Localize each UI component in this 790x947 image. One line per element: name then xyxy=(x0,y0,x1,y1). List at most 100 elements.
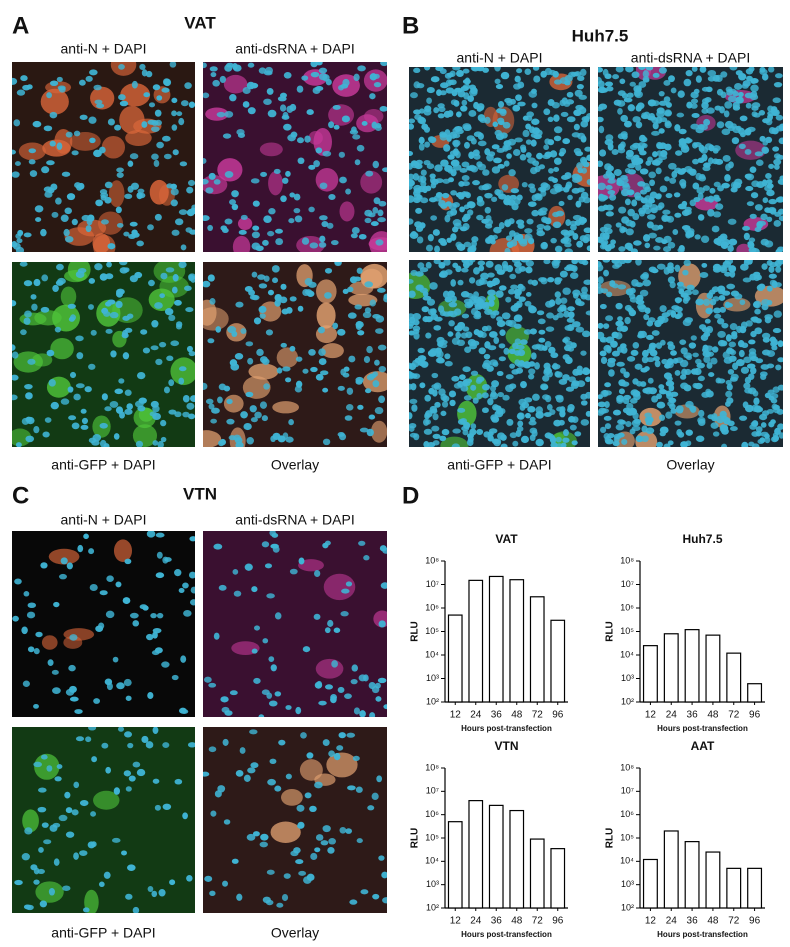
nucleus xyxy=(727,95,737,103)
nucleus xyxy=(562,337,569,344)
nucleus xyxy=(430,308,437,315)
nucleus xyxy=(571,187,581,194)
nucleus xyxy=(170,340,180,347)
nucleus xyxy=(653,245,661,251)
nucleus xyxy=(603,269,609,277)
nucleus xyxy=(85,225,92,233)
nucleus xyxy=(520,146,527,153)
nucleus xyxy=(510,284,519,290)
nucleus xyxy=(310,71,320,78)
nucleus xyxy=(460,105,468,112)
nucleus xyxy=(676,112,685,118)
nucleus xyxy=(325,78,332,86)
nucleus xyxy=(674,370,681,376)
nucleus xyxy=(566,317,575,323)
nucleus xyxy=(580,217,587,224)
nucleus xyxy=(89,583,98,592)
nucleus xyxy=(695,172,702,181)
nucleus xyxy=(145,70,153,78)
y-tick-label: 10² xyxy=(621,696,634,706)
nucleus xyxy=(531,209,539,217)
nucleus xyxy=(719,233,728,241)
stained-cell xyxy=(316,302,336,329)
nucleus xyxy=(494,78,501,85)
nucleus xyxy=(605,184,613,190)
nucleus xyxy=(598,125,605,134)
nucleus xyxy=(538,277,547,283)
nucleus xyxy=(553,166,560,173)
panel-letter: A xyxy=(12,12,29,39)
nucleus xyxy=(377,209,384,217)
nucleus xyxy=(773,158,782,166)
nucleus xyxy=(578,106,587,115)
nucleus xyxy=(566,91,574,98)
nucleus xyxy=(746,201,755,207)
nucleus xyxy=(460,290,470,298)
nucleus xyxy=(432,440,440,446)
nucleus xyxy=(540,70,548,78)
nucleus xyxy=(274,785,282,792)
nucleus xyxy=(765,118,773,126)
nucleus xyxy=(664,120,671,127)
nucleus xyxy=(726,283,736,290)
nucleus xyxy=(63,228,70,237)
nucleus xyxy=(229,690,238,696)
nucleus xyxy=(632,412,639,420)
nucleus xyxy=(306,109,314,116)
nucleus xyxy=(659,305,667,313)
nucleus xyxy=(156,141,164,149)
nucleus xyxy=(129,221,138,227)
nucleus xyxy=(750,330,757,338)
nucleus xyxy=(33,278,41,287)
nucleus xyxy=(766,207,773,213)
nucleus xyxy=(543,144,550,151)
nucleus xyxy=(242,86,251,95)
nucleus xyxy=(609,194,617,201)
nucleus xyxy=(464,346,472,353)
nucleus xyxy=(331,660,338,668)
nucleus xyxy=(231,858,239,864)
nucleus xyxy=(606,291,613,298)
nucleus xyxy=(416,284,424,291)
nucleus xyxy=(188,351,195,357)
stained-cell xyxy=(101,135,125,159)
chart-title: Huh7.5 xyxy=(682,532,722,546)
nucleus xyxy=(427,234,434,242)
nucleus xyxy=(409,178,413,185)
nucleus xyxy=(542,218,550,223)
nucleus xyxy=(659,426,669,434)
nucleus xyxy=(421,123,429,131)
nucleus xyxy=(681,200,688,207)
nucleus xyxy=(426,87,435,94)
nucleus xyxy=(345,404,354,411)
nucleus xyxy=(685,429,693,436)
nucleus xyxy=(249,82,259,89)
nucleus xyxy=(151,153,159,160)
nucleus xyxy=(476,195,484,203)
nucleus xyxy=(154,647,163,654)
nucleus xyxy=(249,729,258,735)
nucleus xyxy=(598,67,604,73)
nucleus xyxy=(67,386,74,393)
nucleus xyxy=(646,334,654,341)
nucleus xyxy=(413,67,421,74)
nucleus xyxy=(580,400,588,406)
nucleus xyxy=(724,101,733,109)
nucleus xyxy=(224,64,233,72)
nucleus xyxy=(667,440,674,446)
nucleus xyxy=(544,151,553,158)
nucleus xyxy=(732,182,742,189)
nucleus xyxy=(724,260,734,265)
nucleus xyxy=(50,183,58,191)
nucleus xyxy=(444,165,453,172)
nucleus xyxy=(272,432,281,440)
nucleus xyxy=(623,371,630,379)
x-tick-label: 36 xyxy=(687,710,699,721)
nucleus xyxy=(247,107,256,115)
nucleus xyxy=(552,362,559,370)
nucleus xyxy=(674,212,682,218)
nucleus xyxy=(773,153,781,160)
nucleus xyxy=(583,115,590,123)
nucleus xyxy=(560,111,569,117)
nucleus xyxy=(749,94,759,101)
